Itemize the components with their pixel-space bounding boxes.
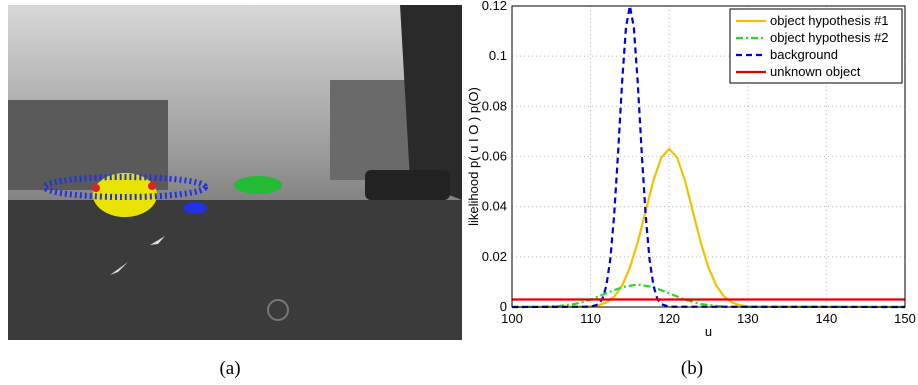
y-tick-label: 0.02	[482, 249, 507, 264]
x-axis-label: u	[705, 324, 712, 339]
legend-label: object hypothesis #2	[770, 30, 889, 45]
road	[8, 200, 462, 340]
y-tick-label: 0.12	[482, 0, 507, 13]
x-tick-label: 100	[501, 311, 523, 326]
plot-frame	[511, 5, 906, 308]
lane-marking	[110, 262, 128, 275]
x-tick-label: 140	[816, 311, 838, 326]
building	[8, 100, 168, 190]
x-tick-label: 150	[894, 311, 916, 326]
chart: 100 110 120 130 140 150 0 0.02 0.04 0.06 0.08 0.1 0.…	[466, 0, 916, 339]
feature-point	[148, 182, 156, 190]
x-tick-label: 120	[658, 311, 680, 326]
y-axis-label: likelihood p( u I O ) p(O)	[466, 87, 481, 226]
legend-label: unknown object	[770, 64, 861, 79]
y-tick-label: 0	[500, 299, 507, 314]
camera-image	[8, 5, 462, 340]
feature-point	[92, 184, 100, 192]
lane-marking	[150, 236, 165, 245]
y-tick-label: 0.06	[482, 149, 507, 164]
feature-cluster	[234, 176, 282, 194]
y-tick-label: 0.08	[482, 98, 507, 113]
mirror-mark	[267, 299, 289, 321]
tree	[400, 5, 462, 200]
caption: (b)	[681, 358, 703, 379]
parked-car	[365, 170, 450, 200]
series-line	[511, 283, 906, 309]
caption: (a)	[219, 358, 240, 379]
legend-label: object hypothesis #1	[770, 13, 889, 28]
x-tick-label: 130	[737, 311, 759, 326]
feature-cluster	[42, 174, 208, 200]
x-tick-label: 110	[580, 311, 601, 326]
feature-cluster	[183, 202, 207, 214]
legend-label: background	[770, 47, 838, 62]
y-tick-label: 0.04	[482, 199, 507, 214]
y-tick-label: 0.1	[489, 48, 507, 63]
